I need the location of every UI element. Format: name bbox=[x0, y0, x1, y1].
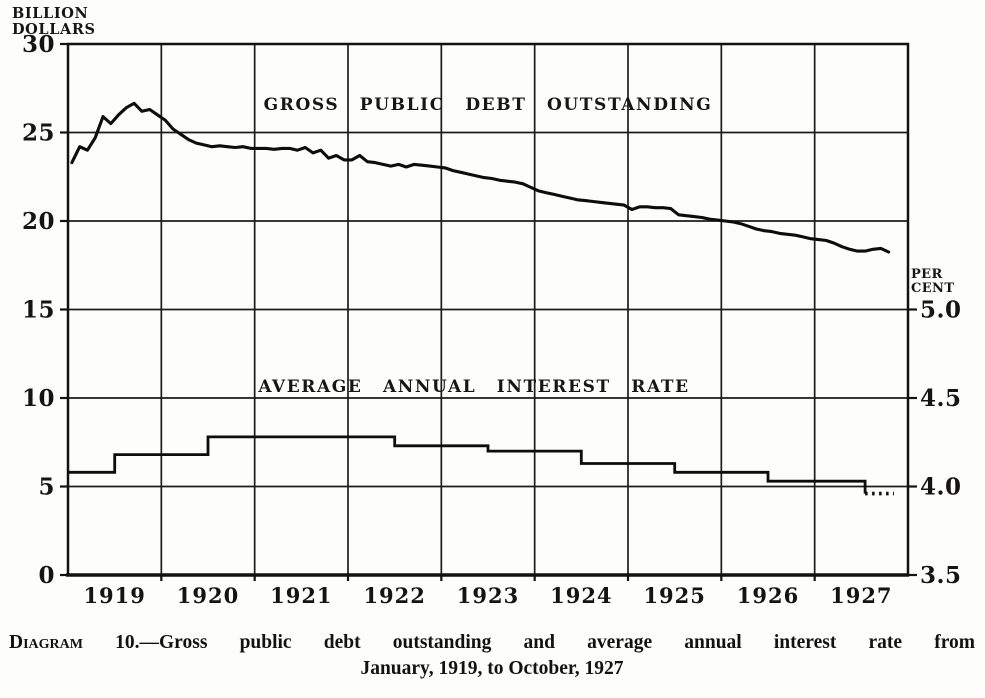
left-axis-tick-label-25: 25 bbox=[22, 120, 55, 147]
caption-line1: Diagram 10.—Gross public debt outstandin… bbox=[9, 632, 975, 654]
year-label-1922: 1922 bbox=[363, 583, 425, 608]
right-axis-tick-label-5.0: 5.0 bbox=[920, 297, 962, 324]
left-axis-tick-label-0: 0 bbox=[38, 562, 55, 589]
debt-series-title: GROSS PUBLIC DEBT OUTSTANDING bbox=[263, 95, 713, 115]
left-axis-tick-label-20: 20 bbox=[22, 208, 55, 235]
left-axis-tick-label-30: 30 bbox=[22, 31, 55, 58]
debt-interest-chart: 30 25 20 15 10 5 0 5.0 4.5 4.0 3.5 1919 1920 1921 1922… bbox=[22, 31, 962, 608]
caption: Diagram 10.—Gross public debt outstandin… bbox=[9, 632, 975, 680]
year-label-1925: 1925 bbox=[643, 583, 705, 608]
right-axis-unit-label: PER CENT bbox=[911, 267, 955, 297]
left-axis-tick-label-10: 10 bbox=[22, 385, 55, 412]
year-label-1927: 1927 bbox=[830, 583, 892, 608]
year-label-1924: 1924 bbox=[550, 583, 612, 608]
rate-series-title: AVERAGE ANNUAL INTEREST RATE bbox=[258, 377, 690, 397]
right-axis-unit-line2: CENT bbox=[911, 281, 955, 297]
debt-series-line bbox=[70, 101, 891, 254]
year-label-1923: 1923 bbox=[457, 583, 519, 608]
right-axis-tick-label-4.5: 4.5 bbox=[920, 385, 962, 412]
left-axis-unit-line1: BILLION bbox=[12, 5, 89, 22]
caption-line2: January, 1919, to October, 1927 bbox=[360, 658, 624, 679]
right-axis-tick-label-3.5: 3.5 bbox=[920, 562, 962, 589]
left-axis-tick-label-5: 5 bbox=[38, 474, 55, 501]
right-axis-tick-label-4.0: 4.0 bbox=[920, 474, 962, 501]
year-label-1920: 1920 bbox=[177, 583, 239, 608]
left-axis-unit-label: BILLION DOLLARS bbox=[12, 6, 96, 37]
right-axis-unit-line1: PER bbox=[911, 267, 943, 282]
year-label-1926: 1926 bbox=[737, 583, 799, 608]
year-label-1919: 1919 bbox=[83, 583, 145, 608]
left-axis-tick-label-15: 15 bbox=[22, 297, 55, 324]
caption-diagram-label: Diagram bbox=[9, 632, 83, 653]
rate-series-line bbox=[68, 435, 867, 494]
left-axis-unit-line2: DOLLARS bbox=[12, 20, 96, 38]
caption-line1-text: 10.—Gross public debt outstanding and av… bbox=[82, 632, 975, 653]
year-label-1921: 1921 bbox=[270, 583, 332, 608]
